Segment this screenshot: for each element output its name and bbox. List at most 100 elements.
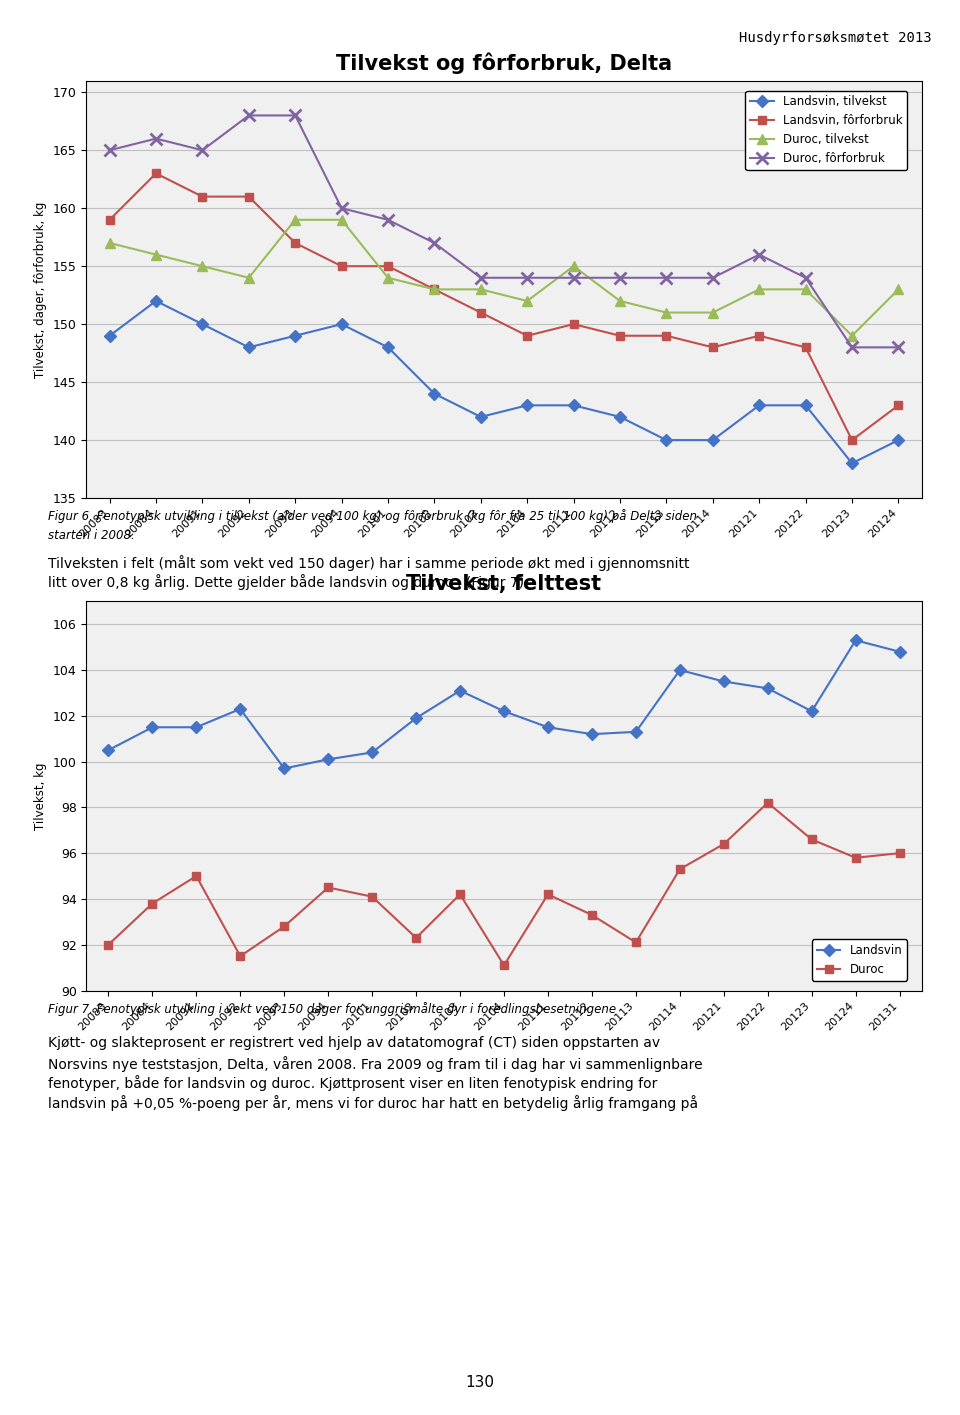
Landsvin, fôrforbruk	[382, 258, 394, 275]
Text: fenotyper, både for landsvin og duroc. Kjøttprosent viser en liten fenotypisk en: fenotyper, både for landsvin og duroc. K…	[48, 1075, 658, 1091]
Text: Figur 6. Fenotypisk utvikling i tilvekst (alder ved 100 kg) og fôrforbruk (kg fô: Figur 6. Fenotypisk utvikling i tilvekst…	[48, 509, 697, 524]
Text: Tilveksten i felt (målt som vekt ved 150 dager) har i samme periode økt med i gj: Tilveksten i felt (målt som vekt ved 150…	[48, 555, 689, 570]
Landsvin	[454, 682, 466, 699]
Landsvin, tilvekst	[150, 293, 161, 310]
Landsvin	[278, 760, 290, 777]
Text: landsvin på +0,05 %-poeng per år, mens vi for duroc har hatt en betydelig årlig : landsvin på +0,05 %-poeng per år, mens v…	[48, 1095, 698, 1111]
Line: Landsvin, tilvekst: Landsvin, tilvekst	[106, 297, 902, 467]
Duroc, tilvekst	[893, 282, 904, 299]
Y-axis label: Tilvekst, kg: Tilvekst, kg	[35, 763, 47, 829]
Duroc, tilvekst	[197, 258, 208, 275]
Line: Landsvin: Landsvin	[105, 637, 903, 773]
Duroc	[147, 896, 158, 913]
Landsvin, fôrforbruk	[800, 338, 811, 355]
Duroc, tilvekst	[104, 235, 115, 252]
Landsvin, fôrforbruk	[707, 338, 718, 355]
Duroc, tilvekst	[243, 269, 254, 286]
Landsvin	[718, 674, 730, 691]
Line: Duroc: Duroc	[105, 798, 903, 969]
Landsvin, fôrforbruk	[893, 396, 904, 413]
Duroc, tilvekst	[475, 282, 487, 299]
Duroc	[190, 867, 202, 884]
Landsvin, fôrforbruk	[336, 258, 348, 275]
Landsvin, fôrforbruk	[567, 316, 579, 333]
Duroc	[674, 860, 685, 877]
Text: 130: 130	[466, 1374, 494, 1390]
Duroc, tilvekst	[382, 269, 394, 286]
Duroc, tilvekst	[614, 293, 626, 310]
Duroc	[367, 889, 378, 906]
Duroc, fôrforbruk	[197, 142, 208, 158]
Text: litt over 0,8 kg årlig. Dette gjelder både landsvin og duroc . (Figur 7).: litt over 0,8 kg årlig. Dette gjelder bå…	[48, 574, 528, 590]
Duroc	[323, 879, 334, 896]
Landsvin	[190, 719, 202, 736]
Duroc, fôrforbruk	[893, 338, 904, 355]
Duroc, tilvekst	[707, 304, 718, 321]
Landsvin, fôrforbruk	[104, 211, 115, 228]
Duroc, fôrforbruk	[382, 211, 394, 228]
Duroc, tilvekst	[428, 282, 440, 299]
Duroc, fôrforbruk	[428, 235, 440, 252]
Duroc, fôrforbruk	[289, 108, 300, 125]
Legend: Landsvin, Duroc: Landsvin, Duroc	[812, 940, 907, 981]
Landsvin, tilvekst	[475, 409, 487, 426]
Landsvin, tilvekst	[893, 432, 904, 449]
Y-axis label: Tilvekst, dager, fôrforbruk, kg: Tilvekst, dager, fôrforbruk, kg	[35, 201, 47, 378]
Duroc, fôrforbruk	[336, 200, 348, 216]
Duroc, tilvekst	[660, 304, 672, 321]
Text: Norsvins nye teststasjon, Delta, våren 2008. Fra 2009 og fram til i dag har vi s: Norsvins nye teststasjon, Delta, våren 2…	[48, 1056, 703, 1071]
Duroc	[850, 849, 861, 866]
Landsvin	[410, 709, 421, 726]
Duroc, tilvekst	[336, 211, 348, 228]
Landsvin, tilvekst	[382, 338, 394, 355]
Duroc	[718, 835, 730, 852]
Duroc, fôrforbruk	[614, 269, 626, 286]
Landsvin, fôrforbruk	[660, 327, 672, 344]
Landsvin, tilvekst	[707, 432, 718, 449]
Duroc	[762, 794, 774, 811]
Duroc, fôrforbruk	[567, 269, 579, 286]
Landsvin	[103, 741, 114, 758]
Duroc	[278, 918, 290, 935]
Landsvin	[894, 644, 905, 661]
Duroc, fôrforbruk	[707, 269, 718, 286]
Title: Tilvekst, felttest: Tilvekst, felttest	[406, 574, 602, 594]
Landsvin, tilvekst	[104, 327, 115, 344]
Title: Tilvekst og fôrforbruk, Delta: Tilvekst og fôrforbruk, Delta	[336, 52, 672, 74]
Landsvin, tilvekst	[800, 396, 811, 413]
Duroc, fôrforbruk	[243, 108, 254, 125]
Landsvin, fôrforbruk	[428, 282, 440, 299]
Line: Duroc, tilvekst: Duroc, tilvekst	[105, 215, 903, 341]
Landsvin	[367, 744, 378, 761]
Duroc	[103, 937, 114, 954]
Duroc, fôrforbruk	[475, 269, 487, 286]
Landsvin, tilvekst	[428, 385, 440, 402]
Duroc, fôrforbruk	[521, 269, 533, 286]
Text: Figur 7. Fenotypisk utvikling i vekt ved 150 dager for unggrismålte dyr i foredl: Figur 7. Fenotypisk utvikling i vekt ved…	[48, 1002, 616, 1016]
Duroc, fôrforbruk	[846, 338, 857, 355]
Duroc, tilvekst	[567, 258, 579, 275]
Landsvin, tilvekst	[521, 396, 533, 413]
Duroc	[498, 957, 510, 974]
Landsvin	[806, 703, 818, 720]
Duroc	[454, 886, 466, 903]
Landsvin	[587, 726, 598, 743]
Landsvin, tilvekst	[614, 409, 626, 426]
Landsvin, fôrforbruk	[846, 432, 857, 449]
Landsvin, tilvekst	[289, 327, 300, 344]
Landsvin, fôrforbruk	[289, 235, 300, 252]
Landsvin, tilvekst	[567, 396, 579, 413]
Duroc	[806, 831, 818, 848]
Duroc, tilvekst	[521, 293, 533, 310]
Landsvin	[542, 719, 554, 736]
Landsvin, fôrforbruk	[197, 188, 208, 205]
Duroc	[894, 845, 905, 862]
Landsvin, fôrforbruk	[243, 188, 254, 205]
Landsvin	[234, 700, 246, 717]
Line: Duroc, fôrforbruk: Duroc, fôrforbruk	[104, 109, 904, 354]
Duroc	[587, 907, 598, 924]
Landsvin	[674, 662, 685, 679]
Landsvin	[147, 719, 158, 736]
Landsvin, tilvekst	[660, 432, 672, 449]
Landsvin	[630, 723, 641, 740]
